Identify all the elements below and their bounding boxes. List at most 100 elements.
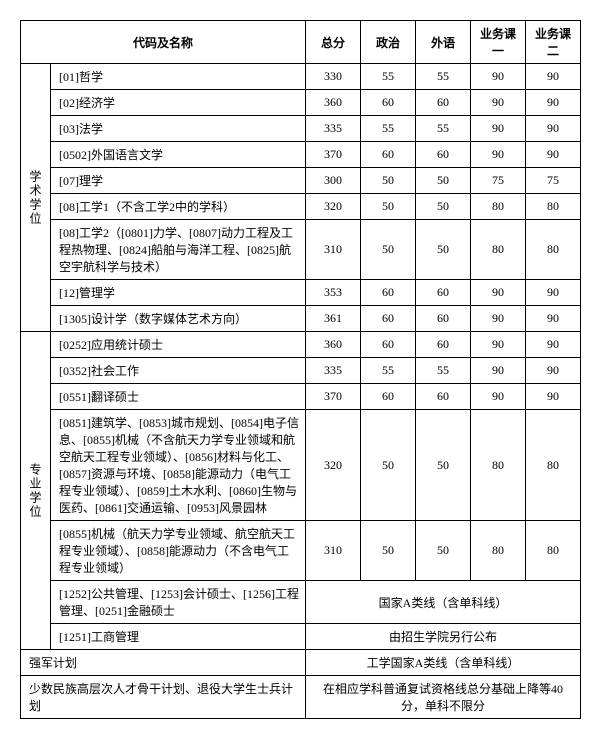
score-cell: 335 [306, 116, 361, 142]
score-cell: 310 [306, 220, 361, 280]
table-row: [08]工学1（不含工学2中的学科）32050508080 [21, 194, 581, 220]
table-row: 学术学位[01]哲学33055559090 [21, 64, 581, 90]
table-row: [0502]外国语言文学37060609090 [21, 142, 581, 168]
col-course2: 业务课二 [526, 21, 581, 64]
score-cell: 90 [471, 280, 526, 306]
score-cell: 55 [361, 358, 416, 384]
score-cell: 90 [471, 64, 526, 90]
score-cell: 55 [416, 64, 471, 90]
score-cell: 370 [306, 384, 361, 410]
score-cell: 90 [526, 384, 581, 410]
score-cell: 60 [361, 142, 416, 168]
code-cell: [1252]公共管理、[1253]会计硕士、[1256]工程管理、[0251]金… [51, 581, 306, 624]
score-cell: 55 [361, 116, 416, 142]
score-cell: 90 [471, 90, 526, 116]
score-cell: 75 [471, 168, 526, 194]
table-row: [0855]机械（航天力学专业领域、航空航天工程专业领域）、[0858]能源动力… [21, 521, 581, 581]
code-cell: [1305]设计学（数字媒体艺术方向） [51, 306, 306, 332]
score-cell: 60 [416, 90, 471, 116]
score-cell: 60 [416, 332, 471, 358]
score-cell: 360 [306, 332, 361, 358]
score-cell: 60 [361, 306, 416, 332]
score-cell: 320 [306, 410, 361, 521]
score-cell: 320 [306, 194, 361, 220]
score-cell: 50 [416, 168, 471, 194]
footer-note: 在相应学科普通复试资格线总分基础上降等40分，单科不限分 [306, 676, 581, 719]
table-row: [1305]设计学（数字媒体艺术方向）36160609090 [21, 306, 581, 332]
score-cell: 370 [306, 142, 361, 168]
note-cell: 由招生学院另行公布 [306, 624, 581, 650]
footer-label: 少数民族高层次人才骨干计划、退役大学生士兵计划 [21, 676, 306, 719]
score-cell: 55 [361, 64, 416, 90]
score-cell: 50 [416, 220, 471, 280]
code-cell: [0252]应用统计硕士 [51, 332, 306, 358]
score-cell: 90 [526, 306, 581, 332]
table-row: [1251]工商管理由招生学院另行公布 [21, 624, 581, 650]
table-row: [0352]社会工作33555559090 [21, 358, 581, 384]
col-course1: 业务课一 [471, 21, 526, 64]
footer-label: 强军计划 [21, 650, 306, 676]
code-cell: [08]工学2（[0801]力学、[0807]动力工程及工程热物理、[0824]… [51, 220, 306, 280]
header-row: 代码及名称 总分 政治 外语 业务课一 业务课二 [21, 21, 581, 64]
group-label: 专业学位 [21, 332, 51, 650]
code-cell: [07]理学 [51, 168, 306, 194]
score-cell: 50 [416, 194, 471, 220]
code-cell: [12]管理学 [51, 280, 306, 306]
score-cell: 90 [471, 358, 526, 384]
score-cell: 300 [306, 168, 361, 194]
footer-row: 强军计划工学国家A类线（含单科线） [21, 650, 581, 676]
score-cell: 360 [306, 90, 361, 116]
group-label: 学术学位 [21, 64, 51, 332]
score-cell: 90 [471, 384, 526, 410]
score-cell: 330 [306, 64, 361, 90]
score-cell: 60 [416, 384, 471, 410]
score-cell: 50 [416, 521, 471, 581]
score-table: 代码及名称 总分 政治 外语 业务课一 业务课二 学术学位[01]哲学33055… [20, 20, 581, 719]
footer-row: 少数民族高层次人才骨干计划、退役大学生士兵计划在相应学科普通复试资格线总分基础上… [21, 676, 581, 719]
score-cell: 80 [526, 220, 581, 280]
code-cell: [0851]建筑学、[0853]城市规划、[0854]电子信息、[0855]机械… [51, 410, 306, 521]
score-cell: 60 [361, 90, 416, 116]
col-total: 总分 [306, 21, 361, 64]
score-cell: 50 [361, 168, 416, 194]
score-cell: 90 [526, 280, 581, 306]
score-cell: 90 [526, 116, 581, 142]
table-row: [07]理学30050507575 [21, 168, 581, 194]
code-cell: [1251]工商管理 [51, 624, 306, 650]
table-row: [02]经济学36060609090 [21, 90, 581, 116]
score-cell: 90 [471, 116, 526, 142]
code-cell: [01]哲学 [51, 64, 306, 90]
score-cell: 50 [361, 220, 416, 280]
col-politics: 政治 [361, 21, 416, 64]
code-cell: [0855]机械（航天力学专业领域、航空航天工程专业领域）、[0858]能源动力… [51, 521, 306, 581]
code-cell: [08]工学1（不含工学2中的学科） [51, 194, 306, 220]
score-cell: 55 [416, 116, 471, 142]
score-cell: 90 [526, 64, 581, 90]
score-cell: 80 [471, 194, 526, 220]
score-cell: 50 [361, 410, 416, 521]
score-cell: 353 [306, 280, 361, 306]
score-cell: 90 [526, 358, 581, 384]
footer-note: 工学国家A类线（含单科线） [306, 650, 581, 676]
score-cell: 80 [471, 220, 526, 280]
col-code: 代码及名称 [21, 21, 306, 64]
score-cell: 55 [416, 358, 471, 384]
score-cell: 50 [361, 194, 416, 220]
note-cell: 国家A类线（含单科线） [306, 581, 581, 624]
table-row: [03]法学33555559090 [21, 116, 581, 142]
table-row: [0551]翻译硕士37060609090 [21, 384, 581, 410]
score-cell: 90 [526, 142, 581, 168]
score-cell: 90 [471, 306, 526, 332]
score-cell: 60 [361, 332, 416, 358]
score-cell: 60 [416, 306, 471, 332]
code-cell: [0502]外国语言文学 [51, 142, 306, 168]
score-cell: 60 [416, 280, 471, 306]
table-row: [08]工学2（[0801]力学、[0807]动力工程及工程热物理、[0824]… [21, 220, 581, 280]
table-row: 专业学位[0252]应用统计硕士36060609090 [21, 332, 581, 358]
score-cell: 335 [306, 358, 361, 384]
score-cell: 361 [306, 306, 361, 332]
score-cell: 50 [416, 410, 471, 521]
score-cell: 90 [526, 332, 581, 358]
score-cell: 90 [526, 90, 581, 116]
score-cell: 60 [416, 142, 471, 168]
